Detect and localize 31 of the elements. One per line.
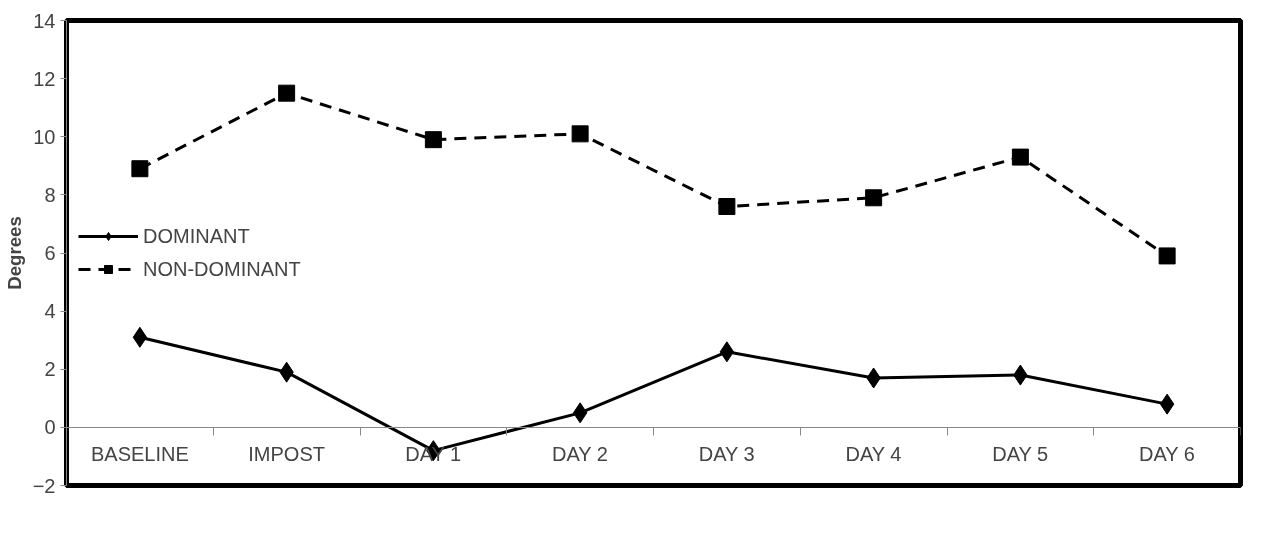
point (132, 326, 148, 348)
legend-label: DOMINANT (143, 224, 250, 248)
y-tick-label: 14 (33, 9, 56, 32)
x-tick-label: DAY 2 (551, 443, 608, 466)
y-axis-title: Degrees (3, 216, 25, 290)
x-tick-label: BASELINE (90, 443, 189, 466)
y-tick-label: 8 (44, 183, 56, 206)
point (1011, 148, 1029, 166)
y-tick-label: 0 (44, 416, 56, 439)
x-tick-label: DAY 6 (1138, 443, 1195, 466)
point (718, 198, 736, 215)
x-tick-label: DAY 4 (845, 443, 902, 466)
legend-label: NON-DOMINANT (143, 257, 301, 281)
point (1158, 247, 1176, 265)
point (131, 160, 149, 178)
point (571, 125, 589, 143)
y-tick-label: 6 (44, 242, 56, 264)
x-tick-label: DAY 5 (992, 443, 1049, 466)
y-tick-label: 12 (33, 67, 56, 90)
y-tick-label: −2 (32, 474, 56, 497)
point (572, 402, 588, 424)
point (424, 131, 442, 149)
point (719, 341, 735, 363)
point (278, 84, 296, 102)
x-tick-label: DAY 3 (698, 443, 755, 466)
y-tick-label: 2 (44, 358, 56, 381)
y-tick-label: 4 (44, 300, 56, 323)
point (865, 189, 883, 207)
x-tick-label: IMPOST (248, 443, 325, 466)
point (1159, 393, 1175, 415)
y-tick-label: 10 (33, 125, 56, 148)
